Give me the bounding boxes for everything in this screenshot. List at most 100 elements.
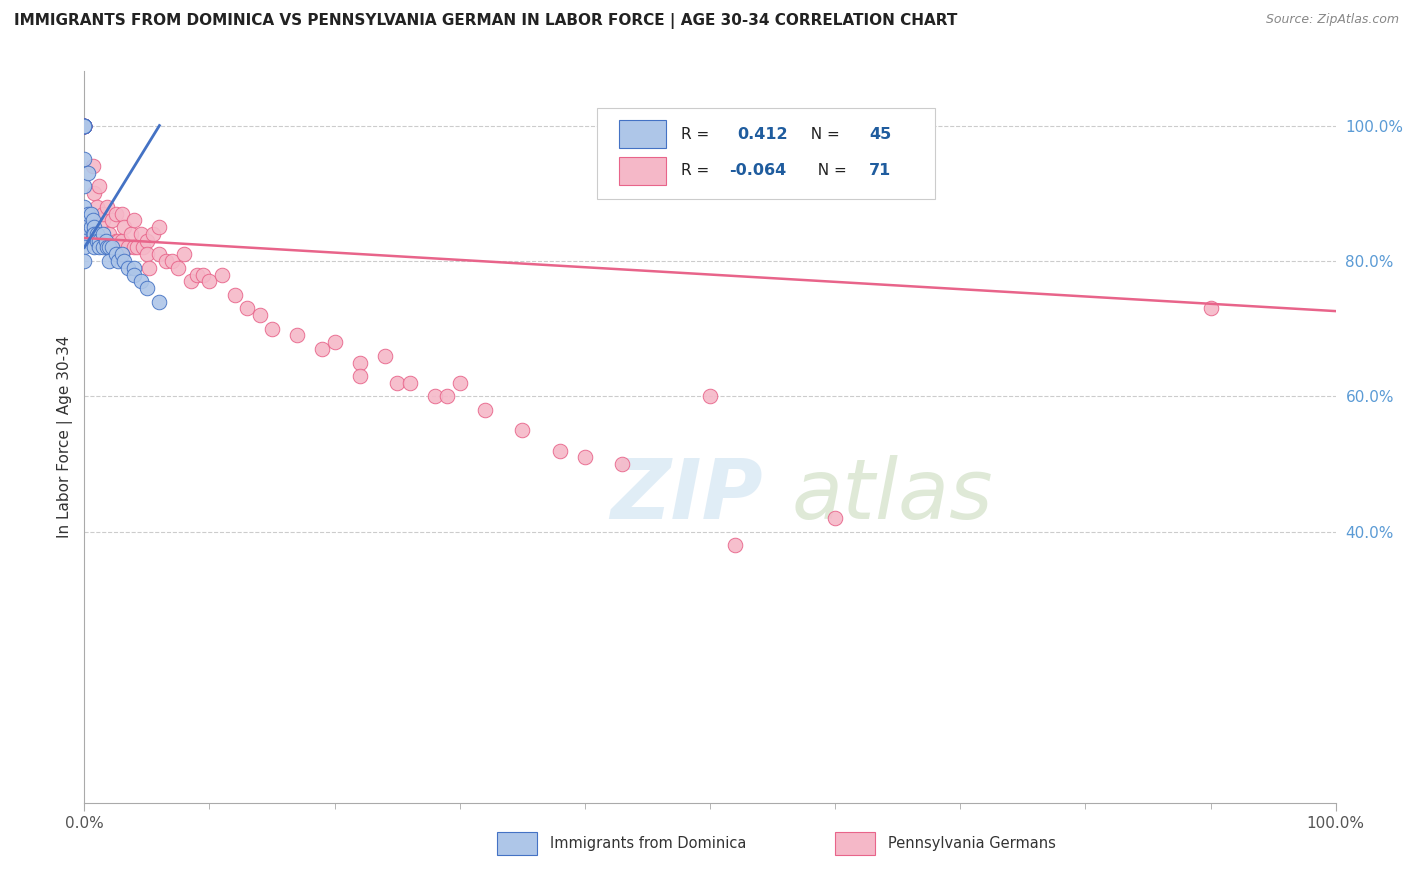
Point: [124, 213, 146, 227]
Point: [73, 119, 96, 133]
Point: [132, 240, 155, 254]
Text: R =: R =: [682, 127, 720, 142]
Text: 0.412: 0.412: [738, 127, 789, 142]
Point: [82, 213, 104, 227]
Bar: [835, 832, 875, 855]
Point: [548, 443, 571, 458]
Point: [73, 179, 96, 194]
Point: [385, 376, 409, 390]
Point: [724, 538, 747, 552]
Point: [129, 274, 152, 288]
Point: [73, 119, 96, 133]
Point: [699, 389, 721, 403]
Point: [1199, 301, 1222, 316]
Point: [73, 119, 96, 133]
Point: [224, 288, 246, 302]
Point: [112, 254, 135, 268]
Point: [98, 240, 121, 254]
Point: [193, 268, 215, 282]
Point: [89, 234, 111, 248]
Point: [98, 254, 121, 268]
Point: [83, 220, 105, 235]
Point: [125, 240, 148, 254]
Point: [82, 159, 104, 173]
Point: [124, 240, 146, 254]
Point: [73, 119, 96, 133]
Point: [86, 227, 108, 241]
Point: [91, 206, 114, 220]
Point: [73, 240, 96, 254]
Point: [73, 119, 96, 133]
Point: [160, 254, 183, 268]
Point: [101, 213, 124, 227]
FancyBboxPatch shape: [598, 108, 935, 200]
Point: [104, 247, 127, 261]
Text: N =: N =: [801, 127, 845, 142]
Point: [104, 234, 127, 248]
Bar: [619, 157, 666, 185]
Point: [91, 213, 114, 227]
Text: Immigrants from Dominica: Immigrants from Dominica: [550, 837, 747, 851]
Text: R =: R =: [682, 163, 714, 178]
Point: [73, 200, 96, 214]
Point: [436, 389, 458, 403]
Point: [136, 247, 159, 261]
Point: [148, 220, 170, 235]
Point: [574, 450, 596, 465]
Point: [136, 234, 159, 248]
Point: [73, 234, 96, 248]
Point: [474, 403, 496, 417]
Point: [155, 254, 177, 268]
Point: [108, 240, 131, 254]
Point: [285, 328, 308, 343]
Point: [107, 234, 129, 248]
Point: [349, 369, 371, 384]
Point: [82, 227, 104, 241]
Point: [73, 213, 96, 227]
Point: [73, 119, 96, 133]
Point: [198, 274, 221, 288]
Point: [120, 227, 142, 241]
Point: [129, 227, 152, 241]
Bar: [619, 120, 666, 148]
Point: [124, 260, 146, 275]
Point: [236, 301, 259, 316]
Point: [104, 206, 127, 220]
Point: [311, 342, 333, 356]
Point: [124, 268, 146, 282]
Point: [73, 227, 96, 241]
Text: -0.064: -0.064: [728, 163, 786, 178]
Point: [398, 376, 420, 390]
Point: [73, 119, 96, 133]
Point: [117, 260, 139, 275]
Point: [107, 254, 129, 268]
Text: 45: 45: [869, 127, 891, 142]
Point: [73, 119, 96, 133]
Point: [148, 247, 170, 261]
Point: [86, 234, 108, 248]
Point: [262, 322, 284, 336]
Point: [136, 281, 159, 295]
Point: [73, 153, 96, 167]
Point: [91, 240, 114, 254]
Point: [112, 220, 135, 235]
Point: [73, 119, 96, 133]
Point: [79, 220, 101, 235]
Point: [423, 389, 446, 403]
Point: [449, 376, 471, 390]
Point: [73, 119, 96, 133]
Point: [83, 186, 105, 201]
Point: [349, 355, 371, 369]
Point: [612, 457, 634, 471]
Point: [83, 240, 105, 254]
Point: [824, 511, 846, 525]
Point: [77, 206, 100, 220]
Point: [180, 274, 202, 288]
Point: [138, 260, 160, 275]
Point: [211, 268, 233, 282]
Point: [512, 423, 534, 437]
Point: [73, 119, 96, 133]
Point: [96, 240, 118, 254]
Point: [186, 268, 208, 282]
Point: [77, 166, 100, 180]
